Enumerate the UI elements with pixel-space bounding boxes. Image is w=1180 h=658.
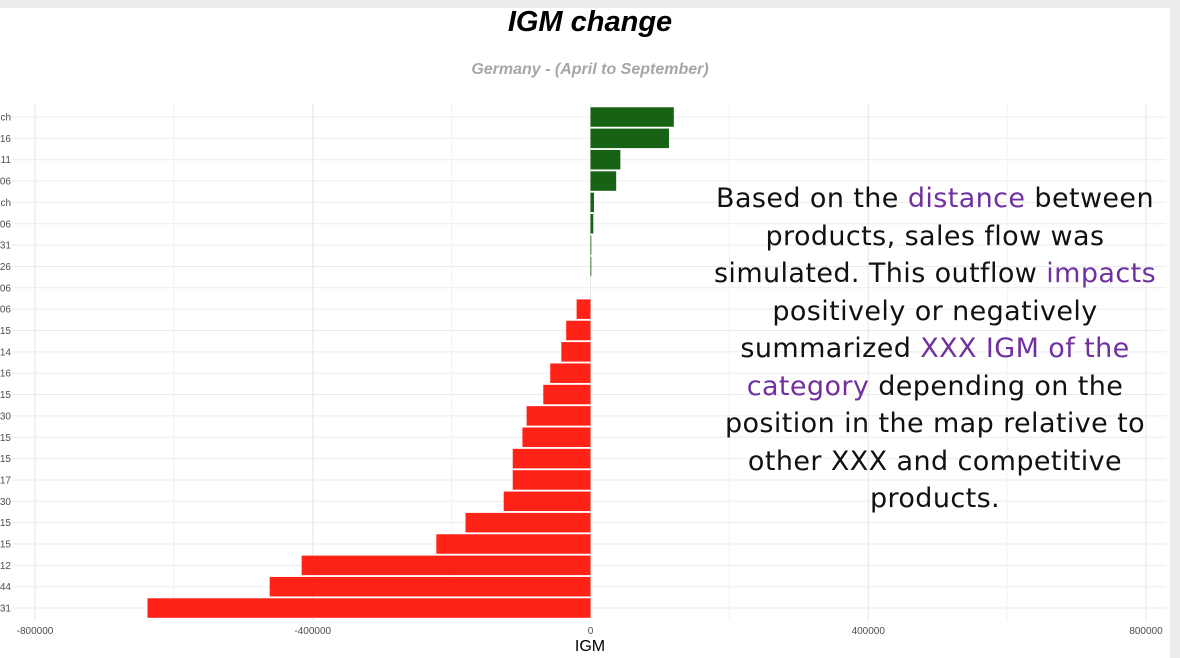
bar-15 (522, 427, 591, 447)
bar-20 (436, 534, 591, 554)
category-label-15: 15 (0, 433, 11, 444)
bar-0 (590, 107, 674, 127)
bar-14 (526, 406, 591, 426)
x-tick-label-1: -400000 (294, 626, 331, 637)
annotation-seg-3: impacts (1046, 258, 1157, 289)
bar-23 (147, 598, 591, 618)
category-label-19: 15 (0, 518, 11, 529)
category-label-8: 06 (0, 283, 11, 294)
category-label-20: 15 (0, 540, 11, 551)
annotation-seg-4: positively or negatively summarized (740, 295, 1098, 365)
x-tick-label-2: 0 (588, 626, 594, 637)
category-labels: ch 16 11 06 ch 06 31 26 06 06 15 14 16 15 30 15 15 17 30 15… (0, 113, 11, 615)
bar-2 (590, 149, 621, 170)
category-label-14: 30 (0, 411, 11, 422)
bar-18 (503, 491, 591, 512)
bar-layer (147, 107, 674, 618)
category-label-1: 16 (0, 134, 11, 145)
category-label-6: 31 (0, 241, 11, 252)
category-label-16: 15 (0, 454, 11, 465)
bar-19 (465, 512, 591, 533)
category-label-17: 17 (0, 475, 11, 486)
category-label-23: 31 (0, 604, 11, 615)
annotation-seg-2: between products, sales flow was simulat… (713, 183, 1154, 289)
x-tick-labels: -800000 -400000 0 400000 800000 (17, 626, 1163, 637)
category-label-7: 26 (0, 262, 11, 273)
category-label-3: 06 (0, 177, 11, 188)
annotation-seg-0: Based on the (716, 183, 908, 214)
bar-16 (512, 448, 591, 469)
x-tick-label-0: -800000 (17, 626, 54, 637)
category-label-18: 30 (0, 497, 11, 508)
category-label-2: 11 (1, 155, 12, 166)
bar-10 (566, 320, 591, 341)
category-label-0: ch (0, 113, 11, 124)
bar-6 (590, 235, 592, 255)
annotation-seg-5: XXX IGM of the category (746, 333, 1130, 402)
category-label-11: 14 (0, 347, 11, 358)
category-label-22: 44 (0, 582, 11, 593)
chart-subtitle: Germany - (April to September) (471, 61, 709, 78)
bar-13 (543, 384, 591, 405)
x-tick-label-3: 400000 (852, 626, 886, 637)
annotation-text: Based on the distance between products, … (712, 180, 1158, 518)
category-label-21: 12 (0, 561, 11, 572)
bar-5 (590, 214, 594, 234)
bar-7 (590, 256, 592, 277)
bar-12 (550, 363, 591, 383)
bar-11 (561, 342, 591, 362)
chart-title: IGM change (507, 6, 673, 38)
category-label-9: 06 (0, 305, 11, 316)
x-axis-title: IGM (575, 638, 605, 655)
category-label-5: 06 (0, 219, 11, 230)
category-label-10: 15 (0, 326, 11, 337)
category-label-4: ch (0, 198, 11, 209)
category-label-12: 16 (0, 369, 11, 380)
bar-17 (512, 470, 591, 490)
bar-21 (301, 555, 591, 576)
annotation-seg-1: distance (907, 183, 1026, 214)
bar-22 (269, 576, 591, 597)
grid-layer (12, 104, 1166, 620)
x-tick-label-4: 800000 (1129, 626, 1163, 637)
annotation-seg-6: depending on the position in the map rel… (724, 370, 1146, 515)
bar-3 (590, 171, 617, 191)
bar-9 (576, 299, 591, 319)
bar-4 (590, 192, 594, 213)
category-label-13: 15 (0, 390, 11, 401)
bar-1 (590, 128, 669, 149)
